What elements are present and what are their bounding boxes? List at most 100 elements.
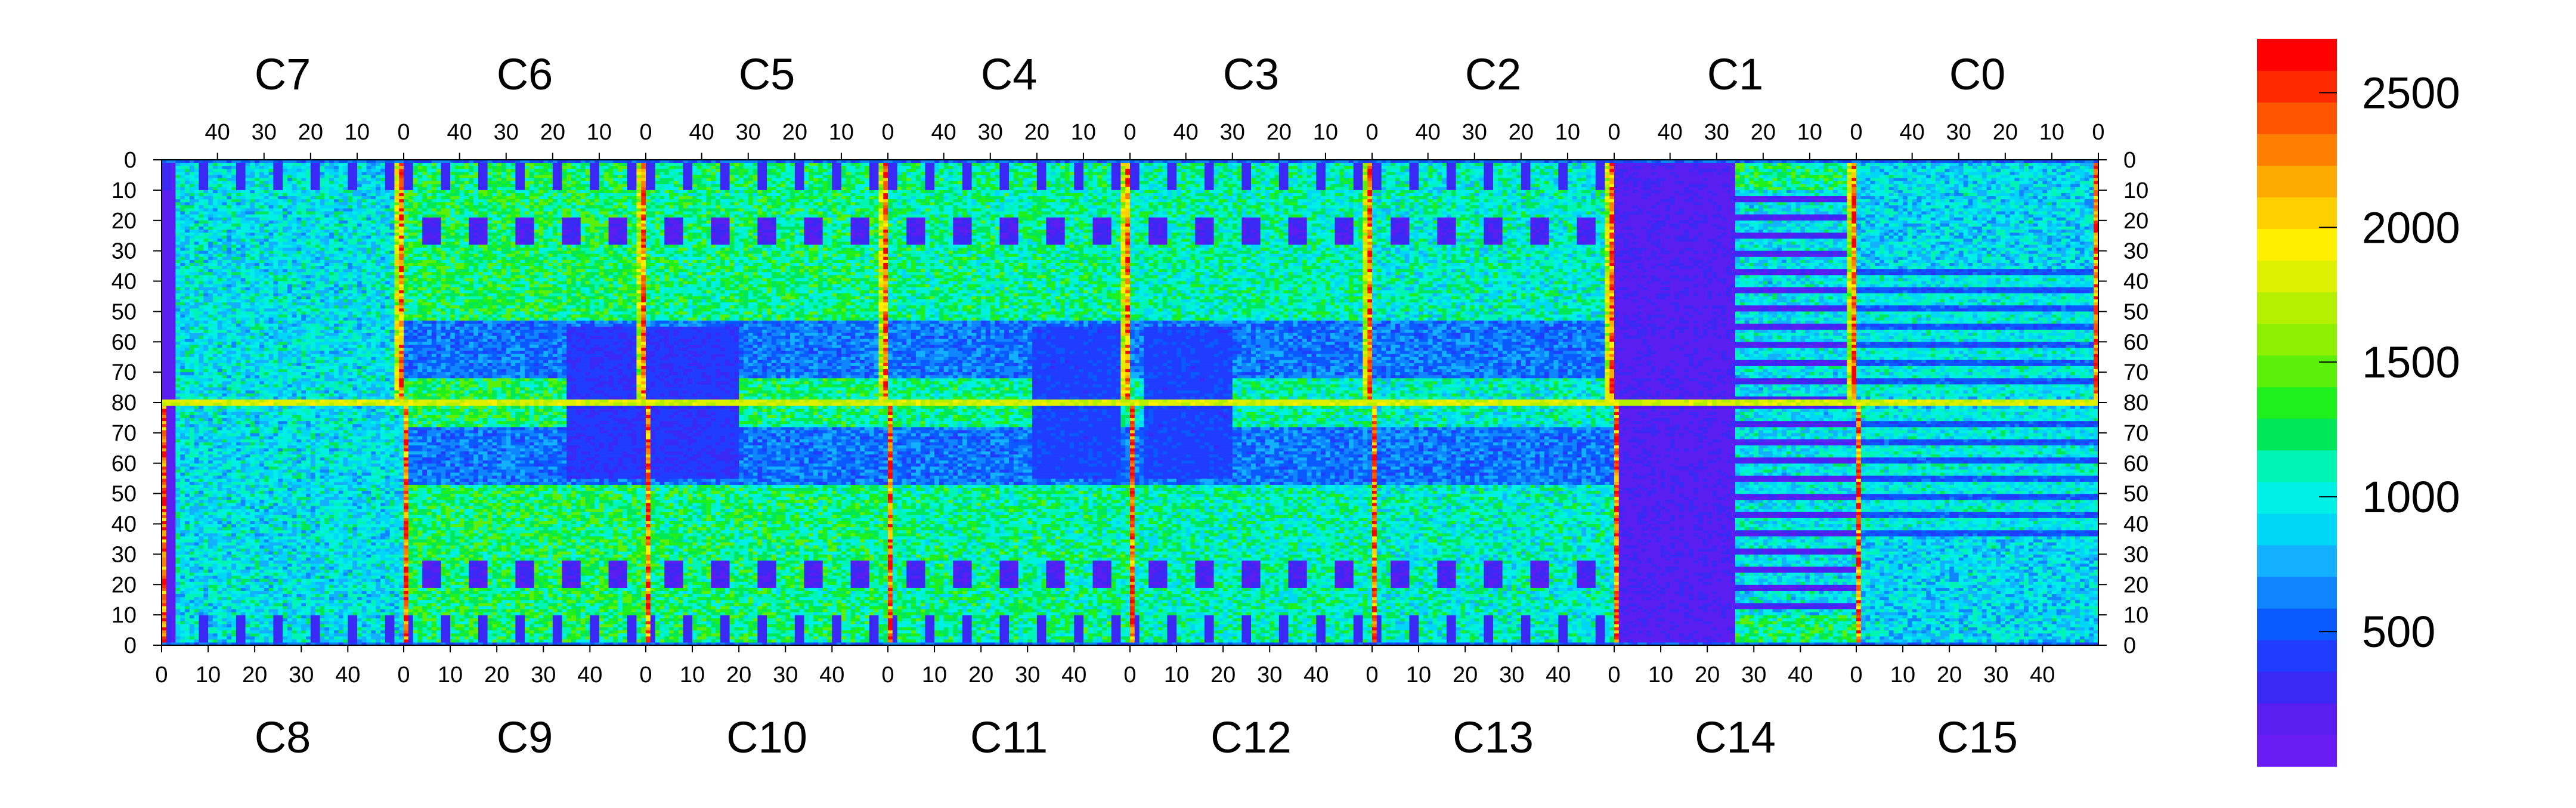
heatmap-cell xyxy=(264,284,269,288)
heatmap-cell xyxy=(301,230,306,233)
heatmap-cell xyxy=(399,172,404,175)
heatmap-cell xyxy=(334,375,339,379)
heatmap-cell xyxy=(162,221,176,224)
heatmap-cell xyxy=(385,224,390,227)
heatmap-cell xyxy=(213,218,222,221)
heatmap-cell xyxy=(343,208,353,212)
heatmap-cell xyxy=(399,257,404,261)
heatmap-cell xyxy=(352,293,357,297)
heatmap-cell xyxy=(376,263,380,267)
heatmap-cell xyxy=(357,254,362,258)
heatmap-cell xyxy=(306,236,311,239)
heatmap-cell xyxy=(259,366,264,370)
heatmap-cell xyxy=(222,218,227,221)
heatmap-cell xyxy=(236,263,241,267)
heatmap-cell xyxy=(236,230,255,233)
heatmap-cell xyxy=(264,391,269,394)
heatmap-cell xyxy=(255,369,259,373)
heatmap-cell xyxy=(180,397,185,400)
heatmap-cell xyxy=(222,327,227,330)
heatmap-cell xyxy=(213,324,218,327)
heatmap-cell xyxy=(194,351,204,355)
heatmap-cell xyxy=(301,196,306,200)
heatmap-cell xyxy=(162,354,176,358)
heatmap-cell xyxy=(362,224,367,227)
heatmap-cell xyxy=(241,257,246,261)
heatmap-cell xyxy=(301,351,306,355)
heatmap-cell xyxy=(278,284,283,288)
heatmap-cell xyxy=(367,224,371,227)
heatmap-cell xyxy=(352,193,362,197)
heatmap-cell xyxy=(301,199,306,203)
heatmap-cell xyxy=(394,321,399,324)
heatmap-cell xyxy=(194,366,199,370)
heatmap-cell xyxy=(315,266,320,270)
heatmap-cell xyxy=(301,187,306,191)
heatmap-cell xyxy=(399,333,404,336)
heatmap-cell xyxy=(292,281,297,285)
heatmap-cell xyxy=(315,193,320,197)
heatmap-cell xyxy=(399,330,404,333)
heatmap-cell xyxy=(352,324,357,327)
heatmap-cell xyxy=(343,169,348,172)
heatmap-cell xyxy=(283,290,287,294)
heatmap-cell xyxy=(203,278,208,281)
heatmap-cell xyxy=(292,211,297,215)
heatmap-cell xyxy=(175,336,185,339)
heatmap-cell xyxy=(273,639,283,643)
heatmap-cell xyxy=(283,221,287,224)
heatmap-cell xyxy=(287,302,292,306)
heatmap-cell xyxy=(185,218,190,221)
heatmap-cell xyxy=(222,251,227,255)
heatmap-cell xyxy=(259,187,264,191)
heatmap-cell xyxy=(287,272,292,275)
heatmap-cell xyxy=(269,239,278,242)
heatmap-cell xyxy=(334,215,339,218)
heatmap-cell xyxy=(339,239,343,242)
heatmap-cell xyxy=(227,369,231,373)
heatmap-cell xyxy=(194,239,204,242)
heatmap-cell xyxy=(287,269,297,273)
heatmap-cell xyxy=(175,215,180,218)
heatmap-cell xyxy=(213,178,218,182)
heatmap-cell xyxy=(380,278,385,281)
heatmap-cell xyxy=(162,302,176,306)
heatmap-cell xyxy=(315,400,320,403)
heatmap-cell xyxy=(175,308,180,312)
heatmap-cell xyxy=(273,381,278,385)
heatmap-cell xyxy=(343,196,348,200)
heatmap-cell xyxy=(362,397,367,400)
heatmap-cell xyxy=(278,269,283,273)
heatmap-cell xyxy=(287,230,292,233)
heatmap-cell xyxy=(180,360,185,364)
heatmap-cell xyxy=(287,233,292,236)
heatmap-cell xyxy=(306,218,311,221)
heatmap-cell xyxy=(278,372,287,376)
heatmap-cell xyxy=(301,251,306,255)
heatmap-cell xyxy=(218,308,222,312)
heatmap-cell xyxy=(283,339,292,342)
heatmap-cell xyxy=(348,363,352,367)
heatmap-cell xyxy=(390,251,395,255)
heatmap-cell xyxy=(259,175,269,178)
heatmap-cell xyxy=(255,224,259,227)
heatmap-cell xyxy=(352,391,357,394)
heatmap-cell xyxy=(241,391,246,394)
heatmap-cell xyxy=(334,251,339,255)
heatmap-cell xyxy=(376,372,385,376)
heatmap-cell xyxy=(273,205,278,209)
heatmap-cell xyxy=(292,218,297,221)
heatmap-cell xyxy=(199,181,208,185)
heatmap-cell xyxy=(250,205,255,209)
heatmap-cell xyxy=(362,239,367,242)
heatmap-cell xyxy=(185,639,194,643)
heatmap-cell xyxy=(339,327,343,330)
heatmap-cell xyxy=(283,263,287,267)
heatmap-cell xyxy=(367,324,371,327)
heatmap-cell xyxy=(273,254,278,258)
heatmap-cell xyxy=(269,354,274,358)
heatmap-cell xyxy=(371,299,376,303)
heatmap-cell xyxy=(190,169,194,172)
heatmap-cell xyxy=(399,163,404,166)
heatmap-cell xyxy=(255,372,259,376)
